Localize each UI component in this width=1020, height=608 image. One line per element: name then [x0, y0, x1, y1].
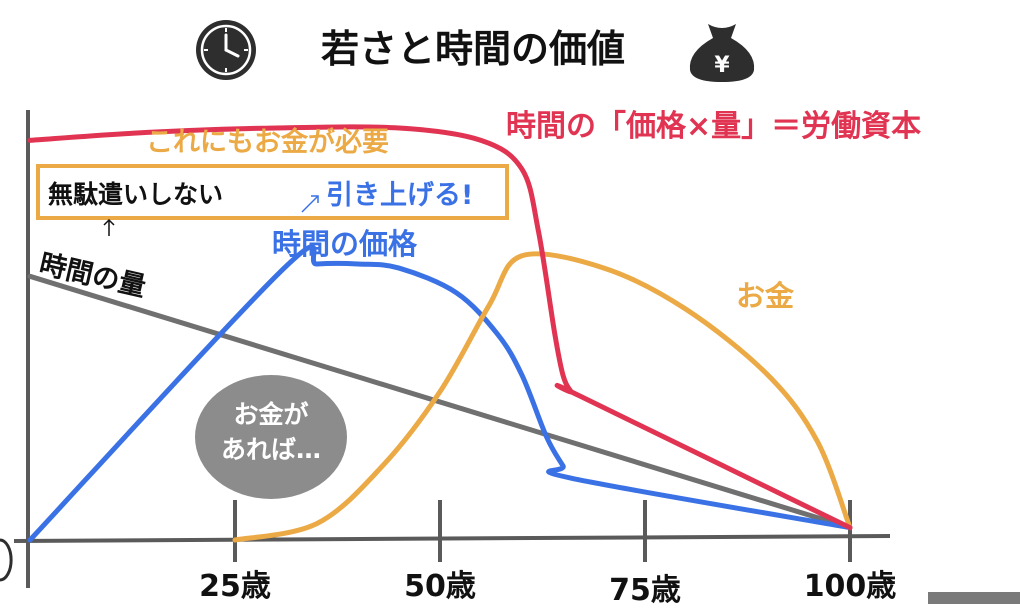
no-waste-label: 無駄遣いしない [48, 180, 223, 209]
x-tick-label-100: 100歳 [804, 569, 897, 604]
x-tick-label-25: 25歳 [199, 569, 271, 604]
x-tick-label-50: 50歳 [404, 569, 476, 604]
speech-bubble: お金が あれば… [195, 375, 347, 499]
series-line-time-price [27, 244, 853, 543]
no-waste-pointer [103, 218, 115, 236]
edge-circle-fragment [0, 538, 13, 582]
money-needed-label: これにもお金が必要 [146, 126, 389, 158]
x-tick-label-75: 75歳 [609, 573, 681, 604]
chart-title: 若さと時間の価値 [321, 27, 625, 71]
x-axis [13, 534, 891, 543]
advice-box [36, 164, 509, 220]
raise-label: 引き上げる! [326, 180, 473, 211]
edge-bar-fragment [928, 592, 1020, 604]
time-price-label: 時間の価格 [272, 227, 418, 261]
series-line-time-amount [27, 273, 853, 531]
raise-arrow [301, 195, 319, 213]
money-bag-icon: ¥ [689, 24, 755, 82]
series-line-money [232, 251, 853, 543]
formula-label: 時間の「価格×量」＝労働資本 [506, 109, 921, 144]
money-bag-symbol: ¥ [714, 53, 730, 78]
money-label: お金 [736, 279, 795, 313]
clock-icon [196, 20, 256, 80]
bubble-line2: あれば… [221, 435, 321, 464]
series-line-labor-capital [27, 124, 853, 531]
bubble-line1: お金が [233, 400, 308, 429]
